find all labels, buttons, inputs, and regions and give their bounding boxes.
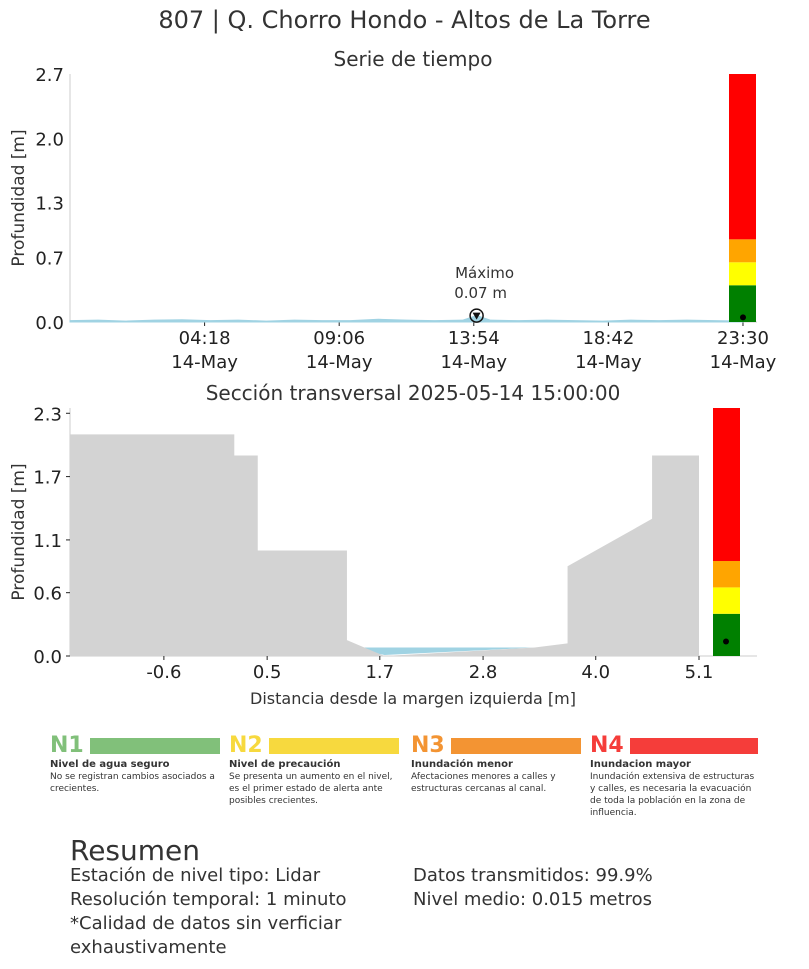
time-series-chart: Serie de tiempo 0.0 0.7 1.3 2.0 2.7 Profundida…	[9, 47, 777, 373]
max-marker-circle	[469, 308, 484, 323]
legend-code: N4	[590, 733, 624, 758]
legend-level-n2: N2 Nivel de precaución Se presenta un au…	[229, 733, 399, 807]
legend-code: N1	[50, 733, 84, 758]
x-tick-label: 13:54	[448, 328, 500, 349]
summary-section: Resumen Estación de nivel tipo: Lidar Re…	[70, 834, 790, 959]
legend-name: Nivel de agua seguro	[50, 759, 170, 770]
y-tick-label: 2.0	[35, 129, 64, 150]
x-tick-label: 0.5	[253, 662, 282, 683]
x-tick-label: 2.8	[469, 662, 498, 683]
y-tick-label: 1.7	[33, 468, 62, 489]
alert-level-segment	[713, 561, 740, 588]
summary-line: Datos transmitidos: 99.9%	[413, 865, 653, 886]
x-axis-label: Distancia desde la margen izquierda [m]	[250, 689, 576, 708]
legend-color-bar	[451, 738, 581, 754]
alert-level-segment	[729, 74, 756, 240]
chart-title: Sección transversal 2025-05-14 15:00:00	[206, 381, 621, 405]
y-tick-label: 0.6	[33, 584, 62, 605]
legend-description: No se registran cambios asociados a crec…	[50, 772, 215, 794]
alert-level-segment	[713, 613, 740, 656]
summary-line: Resolución temporal: 1 minuto	[70, 889, 347, 910]
legend-color-bar	[90, 738, 220, 754]
x-tick-label: 18:42	[582, 328, 634, 349]
legend-color-bar	[269, 738, 399, 754]
alert-level-segment	[729, 239, 756, 263]
summary-title: Resumen	[70, 834, 201, 867]
alert-level-segment	[713, 408, 740, 562]
chart-title: Serie de tiempo	[334, 47, 493, 71]
legend-description: Afectaciones menores a calles y estructu…	[411, 772, 556, 794]
page-title: 807 | Q. Chorro Hondo - Altos de La Torr…	[158, 6, 651, 34]
current-level-dot	[723, 638, 729, 645]
water-area	[346, 647, 535, 655]
summary-right-column: Datos transmitidos: 99.9% Nivel medio: 0…	[413, 864, 653, 912]
legend-code: N3	[411, 733, 445, 758]
summary-line: Nivel medio: 0.015 metros	[413, 889, 653, 910]
y-axis-label: Profundidad [m]	[9, 129, 29, 266]
summary-line: *Calidad de datos sin verficiar	[70, 913, 342, 934]
x-tick-label: -0.6	[146, 662, 181, 683]
x-tick-label: 23:30	[717, 328, 769, 349]
legend-level-n1: N1 Nivel de agua seguro No se registran …	[50, 733, 220, 795]
x-tick-date: 14-May	[575, 352, 642, 373]
terrain-area	[70, 434, 699, 656]
legend-description: Inundación extensiva de estructuras y ca…	[590, 772, 755, 818]
legend-name: Inundacion mayor	[590, 759, 691, 770]
y-tick-label: 0.0	[35, 313, 64, 334]
legend-color-bar	[630, 738, 758, 754]
summary-line: exhaustivamente	[70, 937, 227, 958]
alert-level-segment	[729, 262, 756, 286]
water-depth-area	[69, 315, 744, 323]
y-tick-label: 2.7	[35, 65, 64, 86]
current-level-dot	[740, 314, 746, 321]
x-tick-label: 4.0	[581, 662, 610, 683]
summary-line: Estación de nivel tipo: Lidar	[70, 865, 321, 886]
x-tick-label: 5.1	[685, 662, 714, 683]
y-tick-label: 0.0	[33, 647, 62, 668]
x-tick-date: 14-May	[306, 352, 373, 373]
x-tick-label: 09:06	[313, 328, 365, 349]
y-axis-label: Profundidad [m]	[9, 463, 29, 600]
legend-level-n4: N4 Inundacion mayor Inundación extensiva…	[590, 733, 758, 819]
max-annotation-label: Máximo	[455, 264, 514, 282]
legend-level-n3: N3 Inundación menor Afectaciones menores…	[411, 733, 581, 795]
cross-section-chart: Sección transversal 2025-05-14 15:00:00 0…	[9, 381, 757, 708]
y-tick-label: 1.1	[33, 531, 62, 552]
legend-name: Inundación menor	[411, 759, 513, 770]
y-tick-label: 0.7	[35, 249, 64, 270]
summary-left-column: Estación de nivel tipo: Lidar Resolución…	[70, 864, 347, 960]
max-annotation-value: 0.07 m	[454, 284, 507, 302]
legend-name: Nivel de precaución	[229, 759, 341, 770]
legend-description: Se presenta un aumento en el nivel, es e…	[229, 772, 393, 806]
x-tick-label: 1.7	[365, 662, 394, 683]
legend-code: N2	[229, 733, 263, 758]
x-tick-label: 04:18	[179, 328, 231, 349]
y-tick-label: 2.3	[33, 404, 62, 425]
alert-level-segment	[713, 587, 740, 614]
y-tick-label: 1.3	[35, 194, 64, 215]
max-marker-triangle	[472, 312, 481, 320]
x-tick-date: 14-May	[171, 352, 238, 373]
x-tick-date: 14-May	[710, 352, 777, 373]
x-tick-date: 14-May	[440, 352, 507, 373]
